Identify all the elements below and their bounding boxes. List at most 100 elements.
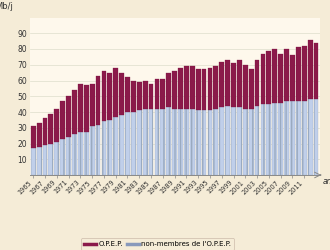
- Bar: [231, 63, 236, 107]
- Bar: [154, 109, 159, 175]
- Bar: [237, 107, 242, 175]
- Bar: [255, 60, 259, 106]
- Bar: [54, 109, 59, 142]
- Bar: [131, 80, 136, 112]
- Bar: [172, 71, 177, 109]
- Bar: [43, 145, 48, 175]
- Bar: [143, 80, 148, 109]
- Bar: [278, 102, 283, 175]
- Bar: [160, 109, 165, 175]
- Bar: [60, 139, 65, 175]
- Bar: [261, 54, 265, 104]
- Bar: [178, 109, 183, 175]
- Bar: [296, 101, 301, 175]
- Bar: [166, 107, 171, 175]
- Bar: [49, 114, 53, 144]
- Bar: [196, 110, 201, 175]
- Bar: [148, 109, 153, 175]
- Bar: [225, 60, 230, 106]
- Bar: [190, 66, 195, 109]
- Bar: [184, 109, 189, 175]
- Bar: [308, 100, 313, 175]
- Bar: [249, 70, 253, 109]
- Bar: [37, 123, 42, 147]
- Bar: [107, 120, 112, 175]
- Legend: O.P.E.P., non-membres de l'O.P.E.P.: O.P.E.P., non-membres de l'O.P.E.P.: [81, 238, 234, 250]
- Bar: [90, 84, 95, 126]
- Bar: [113, 68, 118, 117]
- Bar: [96, 124, 100, 175]
- Bar: [202, 110, 207, 175]
- Bar: [278, 54, 283, 102]
- Bar: [160, 79, 165, 109]
- Bar: [66, 96, 71, 137]
- Bar: [284, 49, 289, 101]
- Bar: [90, 126, 95, 175]
- Bar: [308, 40, 313, 100]
- Bar: [249, 109, 253, 175]
- Bar: [243, 109, 248, 175]
- Bar: [231, 107, 236, 175]
- Bar: [172, 109, 177, 175]
- Bar: [314, 43, 318, 100]
- Bar: [166, 73, 171, 107]
- Bar: [214, 109, 218, 175]
- Bar: [219, 107, 224, 175]
- Bar: [290, 101, 295, 175]
- Bar: [196, 70, 201, 110]
- Text: Mb/j: Mb/j: [0, 2, 13, 11]
- Bar: [148, 84, 153, 109]
- Bar: [237, 60, 242, 107]
- Bar: [113, 117, 118, 175]
- Bar: [119, 72, 124, 115]
- Text: années: années: [323, 176, 330, 186]
- Bar: [219, 62, 224, 107]
- Bar: [154, 79, 159, 109]
- Bar: [266, 104, 271, 175]
- Bar: [302, 101, 307, 175]
- Bar: [208, 68, 213, 110]
- Bar: [66, 137, 71, 175]
- Bar: [96, 76, 100, 124]
- Bar: [84, 85, 89, 132]
- Bar: [225, 106, 230, 175]
- Bar: [72, 134, 77, 175]
- Bar: [78, 132, 83, 175]
- Bar: [302, 46, 307, 101]
- Bar: [143, 109, 148, 175]
- Bar: [78, 84, 83, 132]
- Bar: [49, 144, 53, 175]
- Bar: [190, 109, 195, 175]
- Bar: [37, 147, 42, 175]
- Bar: [184, 66, 189, 109]
- Bar: [272, 49, 277, 102]
- Bar: [119, 115, 124, 175]
- Bar: [314, 100, 318, 175]
- Bar: [54, 142, 59, 175]
- Bar: [125, 112, 130, 175]
- Bar: [266, 50, 271, 104]
- Bar: [261, 104, 265, 175]
- Bar: [72, 90, 77, 134]
- Bar: [102, 122, 106, 175]
- Bar: [243, 65, 248, 109]
- Bar: [290, 55, 295, 101]
- Bar: [178, 68, 183, 109]
- Bar: [102, 71, 106, 122]
- Bar: [31, 126, 36, 148]
- Bar: [202, 70, 207, 110]
- Bar: [43, 118, 48, 145]
- Bar: [137, 82, 142, 110]
- Bar: [125, 77, 130, 112]
- Bar: [208, 110, 213, 175]
- Bar: [137, 110, 142, 175]
- Bar: [255, 106, 259, 175]
- Bar: [31, 148, 36, 175]
- Bar: [284, 101, 289, 175]
- Bar: [214, 66, 218, 109]
- Bar: [60, 101, 65, 139]
- Bar: [272, 102, 277, 175]
- Bar: [296, 48, 301, 101]
- Bar: [107, 72, 112, 120]
- Bar: [131, 112, 136, 175]
